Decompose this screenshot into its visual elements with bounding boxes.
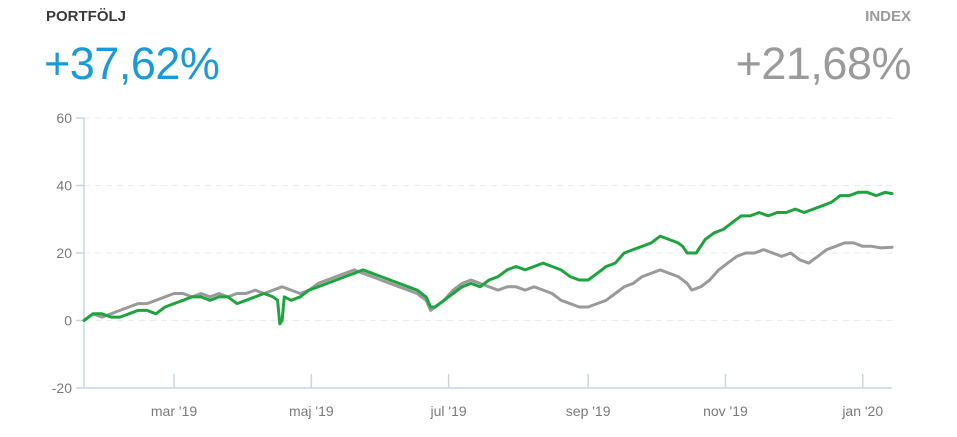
y-tick-label: -20: [52, 380, 72, 396]
portfolio-label: PORTFÖLJ: [46, 8, 127, 25]
x-tick-label: jan '20: [841, 403, 883, 419]
index-label: INDEX: [865, 8, 911, 25]
x-tick-label: jul '19: [430, 403, 467, 419]
x-tick-label: sep '19: [566, 403, 611, 419]
x-tick-label: maj '19: [289, 403, 334, 419]
index-return-value: +21,68%: [735, 38, 912, 89]
y-tick-label: 0: [64, 313, 72, 329]
portfolio-return-value: +37,62%: [44, 38, 220, 89]
portfolio-series-line: [82, 190, 894, 326]
y-tick-label: 20: [56, 245, 72, 261]
x-tick-label: mar '19: [151, 403, 197, 419]
x-tick-label: nov '19: [703, 403, 748, 419]
performance-line-chart: -20 0 20 40 60 mar '19 maj '19 jul '19 sep '19 no…: [52, 110, 894, 419]
axes: [76, 117, 892, 389]
grid-lines: [84, 117, 892, 321]
series-lines: [82, 190, 894, 326]
tick-labels: -20 0 20 40 60 mar '19 maj '19 jul '19 sep '19 no…: [52, 110, 884, 419]
y-tick-label: 60: [56, 110, 72, 126]
y-tick-label: 40: [56, 178, 72, 194]
